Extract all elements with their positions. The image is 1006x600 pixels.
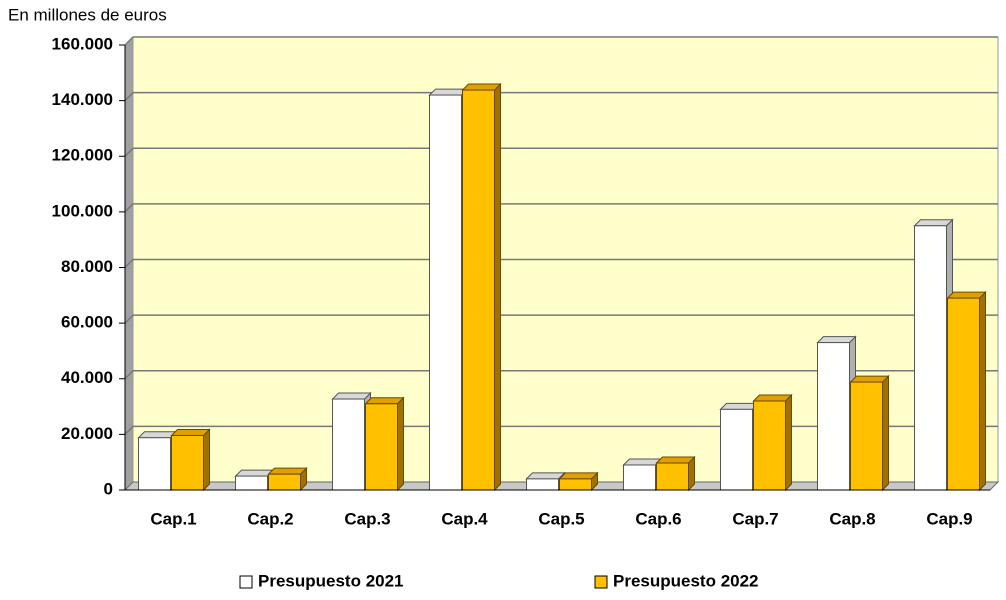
legend-label: Presupuesto 2022 [613, 571, 759, 590]
bar-top [622, 458, 663, 466]
bar-top [752, 394, 793, 402]
y-tick-label: 100.000 [52, 201, 113, 220]
x-tick-label: Cap.4 [441, 509, 488, 528]
bar-side [494, 82, 501, 492]
bar-front [850, 381, 883, 491]
y-tick-label: 80.000 [61, 257, 113, 276]
bar-front [138, 437, 171, 491]
bar-front [332, 398, 365, 491]
bar-side [979, 290, 986, 492]
bar-top [558, 472, 599, 480]
bar-front [914, 225, 947, 491]
bar-front [947, 297, 980, 491]
bar [622, 457, 663, 492]
bar-top [170, 428, 211, 436]
bar-front [526, 478, 559, 491]
bar-front [268, 473, 301, 491]
legend-label: Presupuesto 2021 [258, 571, 404, 590]
bar-top [364, 397, 405, 405]
bar-top [234, 469, 275, 477]
grid-line [124, 91, 998, 102]
bar [558, 471, 599, 492]
bar [234, 468, 275, 492]
y-tick-label: 20.000 [61, 424, 113, 443]
grid-line [124, 36, 998, 46]
x-tick-label: Cap.5 [538, 509, 584, 528]
bar-side [882, 374, 889, 492]
x-tick-label: Cap.1 [150, 509, 196, 528]
bar-front [623, 464, 656, 491]
bar-top [719, 402, 760, 410]
y-tick-label: 120.000 [52, 146, 113, 165]
y-tick-label: 0 [104, 479, 113, 498]
bar-top [525, 472, 566, 480]
grid-line [124, 370, 998, 380]
grid-line [124, 425, 998, 435]
grid-line [124, 314, 998, 324]
bar [364, 396, 405, 492]
bar [331, 391, 372, 492]
bar [913, 218, 954, 492]
bar-top [816, 336, 857, 344]
bar [655, 455, 696, 492]
x-tick-label: Cap.8 [829, 509, 875, 528]
bar-side [203, 428, 210, 492]
x-tick-label: Cap.9 [926, 509, 972, 528]
bar-front [365, 403, 398, 491]
bar-top [913, 219, 954, 227]
bar-front [753, 400, 786, 491]
bar-front [235, 475, 268, 491]
bar-top [428, 88, 469, 96]
x-tick-label: Cap.3 [344, 509, 390, 528]
grid-line [124, 147, 998, 157]
bar [525, 471, 566, 492]
bar-top [849, 375, 890, 383]
bar [719, 402, 760, 492]
bar-side [785, 393, 792, 492]
bar-front [462, 89, 495, 491]
bar-front [559, 478, 592, 491]
x-tick-label: Cap.2 [247, 509, 293, 528]
bar-front [720, 408, 753, 491]
bar [752, 393, 793, 492]
bar-top [946, 291, 987, 299]
legend-swatch [239, 575, 253, 589]
grid-line [124, 258, 998, 269]
chart-subtitle: En millones de euros [8, 5, 167, 24]
bar [170, 428, 211, 492]
y-tick-label: 60.000 [61, 313, 113, 332]
bar-top [655, 456, 696, 464]
bar [428, 87, 469, 492]
bar-top [267, 467, 308, 475]
x-tick-label: Cap.6 [635, 509, 681, 528]
bar [946, 290, 987, 492]
bar-top [461, 83, 502, 91]
bar-front [656, 462, 689, 491]
grid-line [124, 203, 998, 213]
bar-front [171, 434, 204, 491]
bar-top [137, 431, 178, 439]
legend-swatch [594, 575, 608, 589]
bar [461, 82, 502, 492]
bar-front [429, 94, 462, 491]
bar [849, 374, 890, 492]
y-tick-label: 160.000 [52, 34, 113, 53]
y-tick-label: 140.000 [52, 90, 113, 109]
bar-side [397, 396, 404, 492]
bar-front [817, 342, 850, 491]
bar [816, 335, 857, 492]
bar-top [331, 392, 372, 400]
y-tick-label: 40.000 [61, 368, 113, 387]
bar [267, 466, 308, 492]
bar [137, 430, 178, 492]
x-tick-label: Cap.7 [732, 509, 778, 528]
